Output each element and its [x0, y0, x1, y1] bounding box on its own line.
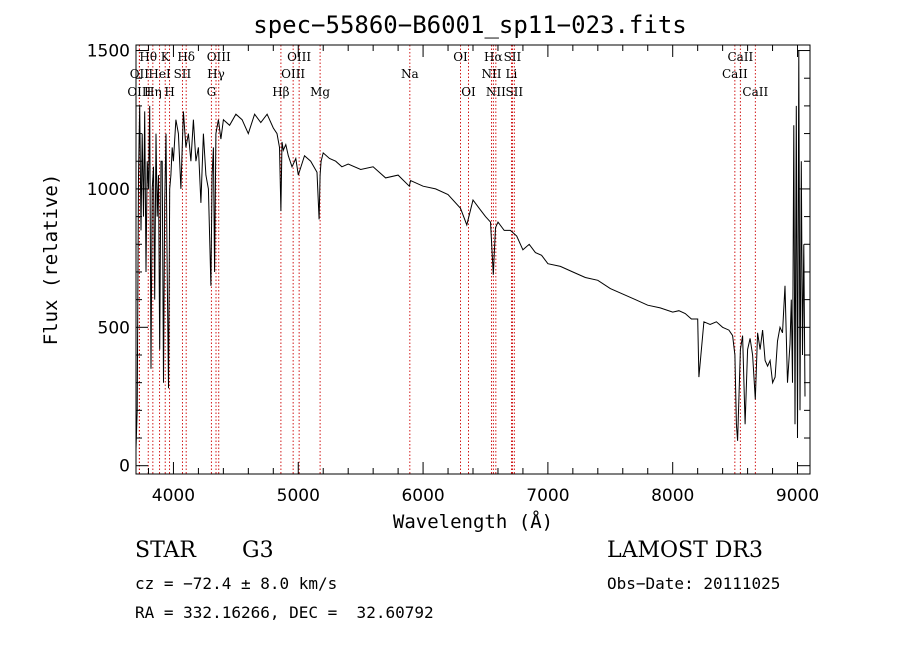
axis-ticks: 4000 5000 6000 7000 8000 9000 0 500 1000 1500	[87, 42, 819, 506]
x-tick-label: 6000	[401, 486, 444, 506]
spectral-line-label: OI	[453, 50, 468, 64]
spectral-line-label: SII	[504, 50, 522, 64]
spectral-line-label: H	[164, 85, 174, 99]
observation-date: Obs−Date: 20111025	[607, 574, 781, 593]
spectral-line-label: NII	[481, 67, 501, 81]
x-axis-label: Wavelength (Å)	[393, 510, 553, 533]
spectral-line-label: OI	[461, 85, 476, 99]
spectral-line-label: Hα	[484, 50, 503, 64]
y-tick-label: 1000	[87, 180, 130, 200]
object-class: STAR	[135, 538, 196, 563]
survey-name: LAMOST DR3	[607, 538, 763, 563]
spectral-line-label: OII	[130, 67, 150, 81]
spectrum-line	[135, 50, 806, 450]
spectral-line-label: CaII	[722, 67, 748, 81]
spectral-line-label: HeI	[148, 67, 171, 81]
x-tick-label: 4000	[152, 486, 195, 506]
coordinates: RA = 332.16266, DEC = 32.60792	[135, 603, 434, 622]
spectral-line-label: K	[161, 50, 171, 64]
x-tick-label: 7000	[526, 486, 569, 506]
spectral-line-label: SII	[505, 85, 523, 99]
spectral-line-label: Na	[401, 67, 419, 81]
chart-title: spec−55860−B6001_sp11−023.fits	[253, 11, 686, 39]
spectral-lines-layer	[138, 45, 756, 474]
spectral-line-label: CaII	[742, 85, 768, 99]
spectral-line-label: OIII	[287, 50, 311, 64]
y-tick-label: 1500	[87, 42, 130, 62]
spectral-line-label: SII	[174, 67, 192, 81]
spectral-line-label: Hβ	[272, 85, 289, 99]
spectral-line-label: Hγ	[207, 67, 225, 81]
plot-frame	[135, 44, 811, 475]
spectral-line-label: OIII	[281, 67, 305, 81]
y-axis-label: Flux (relative)	[40, 174, 62, 346]
spectral-line-label: OIII	[127, 85, 151, 99]
spectral-line-label: CaII	[727, 50, 753, 64]
x-tick-label: 5000	[277, 486, 320, 506]
spectral-line-label: NII	[486, 85, 506, 99]
y-tick-label: 0	[119, 457, 130, 477]
y-tick-label: 500	[98, 318, 130, 338]
spectral-line-label: Mg	[310, 85, 330, 99]
x-tick-label: 9000	[776, 486, 819, 506]
spectral-line-label: Hδ	[177, 50, 195, 64]
object-subclass: G3	[242, 538, 274, 563]
spectral-line-label: Hη	[144, 85, 162, 99]
spectral-line-label: G	[207, 85, 217, 99]
spectral-line-label: Li	[506, 67, 518, 81]
x-tick-label: 8000	[651, 486, 694, 506]
redshift-velocity: cz = −72.4 ± 8.0 km/s	[135, 574, 338, 593]
spectral-line-label: OIII	[207, 50, 231, 64]
spectral-line-label: Hθ	[139, 50, 157, 64]
